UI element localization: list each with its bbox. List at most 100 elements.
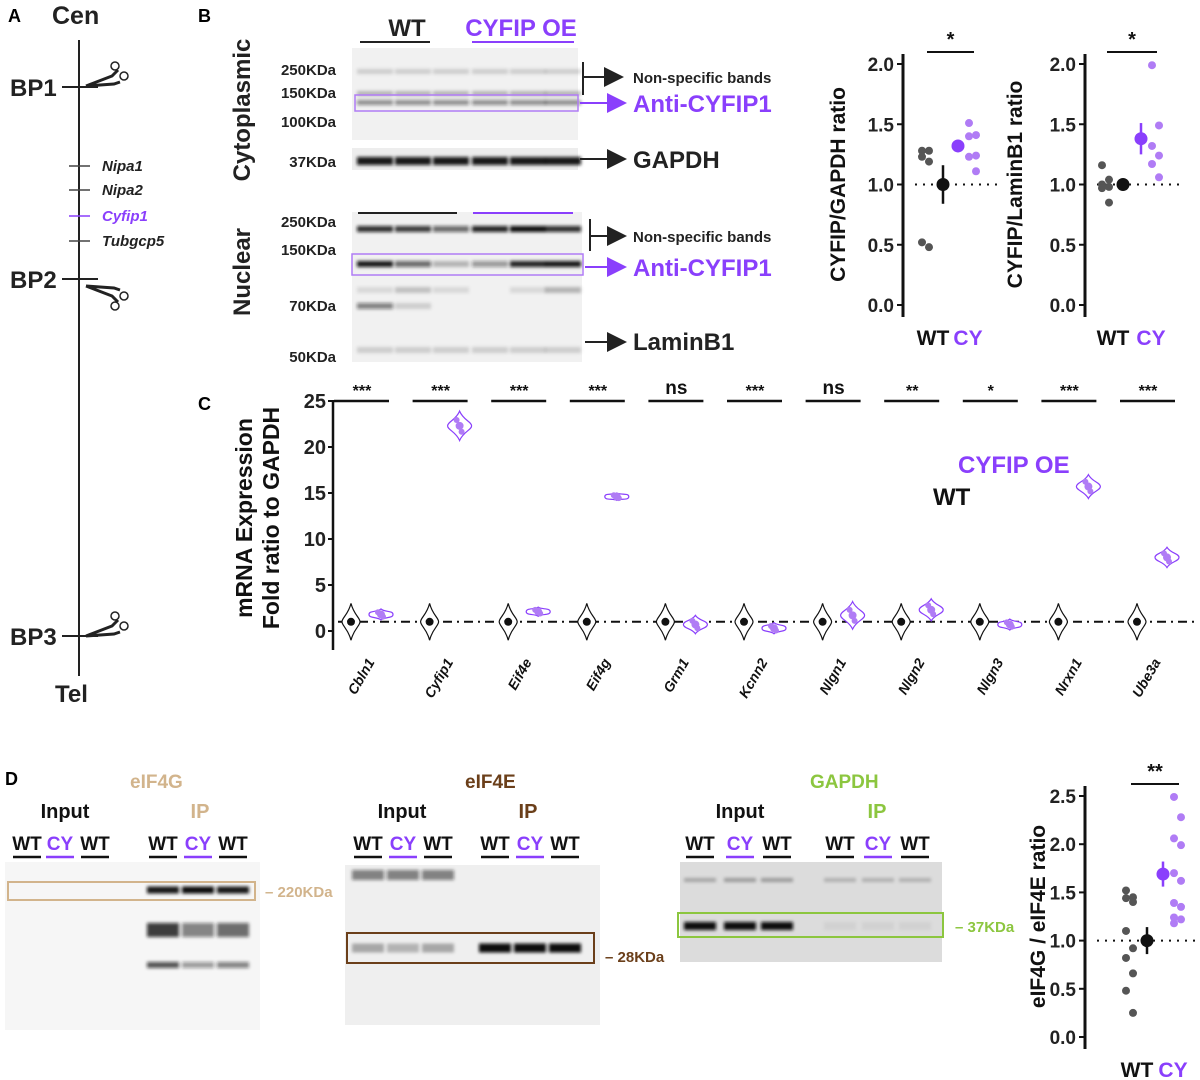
data-point bbox=[1129, 898, 1137, 907]
y-tick-label: 1.5 bbox=[868, 115, 895, 136]
data-point bbox=[1122, 926, 1130, 935]
lane-label: WT bbox=[762, 834, 792, 855]
blot-band bbox=[545, 261, 581, 267]
lane-label: WT bbox=[12, 834, 42, 855]
data-point bbox=[375, 609, 381, 616]
blot-band bbox=[824, 922, 856, 930]
data-point bbox=[1122, 894, 1130, 903]
x-category-label: Nlgn3 bbox=[973, 655, 1006, 697]
chart-cyfip-gapdh: 0.0 0.5 1.0 1.5 2.0 CYFIP/GAPDH ratio * WT CY bbox=[827, 29, 1000, 350]
data-point bbox=[1148, 160, 1156, 169]
blot-band bbox=[395, 91, 431, 96]
chart-cyfip-laminb1: 0.0 0.5 1.0 1.5 2.0 CYFIP/LaminB1 ratio * WT CY bbox=[1004, 29, 1183, 350]
blot-band bbox=[472, 347, 508, 353]
wt-mean-point bbox=[661, 617, 670, 626]
mean-point bbox=[951, 139, 965, 153]
y-axis-label: Fold ratio to GAPDH bbox=[258, 407, 284, 629]
blot-band bbox=[217, 886, 249, 894]
significance-label: ** bbox=[1147, 761, 1163, 783]
blot-band bbox=[472, 261, 508, 267]
data-point bbox=[694, 625, 701, 632]
significance-label: ns bbox=[823, 378, 845, 399]
data-point bbox=[1177, 876, 1185, 885]
data-point bbox=[1122, 953, 1130, 962]
significance-label: ns bbox=[665, 378, 687, 399]
blot-band bbox=[684, 922, 716, 930]
blot-band bbox=[724, 922, 756, 930]
telomere-label: Tel bbox=[55, 681, 88, 708]
data-point bbox=[1161, 550, 1167, 557]
data-point bbox=[1098, 184, 1106, 193]
blot-band bbox=[761, 878, 793, 882]
y-tick-label: 2.0 bbox=[868, 55, 894, 76]
y-tick-label: 0.5 bbox=[1050, 980, 1077, 1001]
y-tick-label: 1.0 bbox=[1050, 932, 1076, 953]
blot-band bbox=[684, 878, 716, 882]
legend-cyfip-oe: CYFIP OE bbox=[958, 452, 1070, 479]
x-category-label: WT bbox=[917, 327, 950, 350]
blot-band bbox=[147, 886, 179, 894]
blot-title: eIF4G bbox=[130, 772, 183, 793]
blot-title: eIF4E bbox=[465, 772, 516, 793]
nonspecific-bracket bbox=[582, 62, 622, 95]
x-category-label: Cyfip1 bbox=[421, 655, 456, 700]
anti-cyfip1-label: Anti-CYFIP1 bbox=[633, 255, 772, 282]
data-point bbox=[1177, 902, 1185, 911]
wt-mean-point bbox=[504, 617, 513, 626]
gene-label: Nipa1 bbox=[102, 158, 143, 175]
data-point bbox=[615, 495, 622, 502]
blot-band bbox=[472, 69, 508, 74]
y-axis-label: eIF4G / eIF4E ratio bbox=[1027, 825, 1050, 1008]
marker-150kda: 150KDa bbox=[281, 85, 337, 102]
laminb1-label: LaminB1 bbox=[633, 329, 734, 356]
ip-label: IP bbox=[191, 801, 210, 823]
blot-band bbox=[433, 91, 469, 96]
data-point bbox=[1082, 478, 1089, 485]
data-point bbox=[1105, 182, 1113, 191]
blot-band bbox=[510, 287, 546, 293]
x-category-label: Nlgn2 bbox=[894, 655, 927, 697]
data-point bbox=[851, 617, 858, 624]
marker-label: – 37KDa bbox=[955, 919, 1015, 936]
blot-band bbox=[395, 69, 431, 74]
blot-band bbox=[862, 878, 894, 882]
lane-label: WT bbox=[550, 834, 580, 855]
panel-b-blots: B WT CYFIP OE Cytoplasmic Nuclear 250KDa… bbox=[198, 6, 772, 366]
wt-mean-point bbox=[818, 617, 827, 626]
data-point bbox=[458, 428, 465, 435]
data-point bbox=[380, 613, 386, 620]
group-label-cyfip-oe: CYFIP OE bbox=[465, 15, 577, 42]
marker-label: – 220KDa bbox=[265, 884, 333, 901]
x-category-label: Grm1 bbox=[660, 655, 692, 695]
scissors-icon bbox=[85, 61, 129, 88]
y-tick-label: 2.5 bbox=[1050, 787, 1077, 808]
data-point bbox=[965, 119, 973, 128]
marker-box bbox=[7, 881, 256, 901]
blot-band bbox=[147, 962, 179, 968]
blot-band bbox=[422, 943, 454, 953]
cyfip1-box bbox=[354, 94, 579, 112]
data-point bbox=[1003, 619, 1010, 626]
data-point bbox=[1098, 161, 1106, 170]
marker-70kda: 70KDa bbox=[289, 298, 336, 315]
y-tick-label: 2.0 bbox=[1050, 55, 1076, 76]
lane-label: CY bbox=[390, 834, 417, 855]
data-point bbox=[1129, 944, 1137, 953]
wt-mean-point bbox=[425, 617, 434, 626]
blot-band bbox=[862, 922, 894, 930]
data-point bbox=[1170, 834, 1178, 843]
blot-band bbox=[422, 870, 454, 880]
x-category-label: CY bbox=[953, 327, 982, 350]
data-point bbox=[1008, 623, 1015, 630]
panel-letter-c: C bbox=[198, 394, 211, 414]
y-tick-label: 25 bbox=[304, 391, 326, 413]
blot-bands bbox=[684, 878, 931, 930]
data-point bbox=[925, 243, 933, 252]
mean-point bbox=[1140, 934, 1154, 948]
data-point bbox=[1087, 488, 1094, 495]
lane-label: CY bbox=[865, 834, 892, 855]
data-point bbox=[532, 606, 539, 613]
significance-label: ** bbox=[906, 383, 919, 400]
significance-label: *** bbox=[431, 383, 450, 400]
data-point bbox=[1166, 558, 1172, 565]
